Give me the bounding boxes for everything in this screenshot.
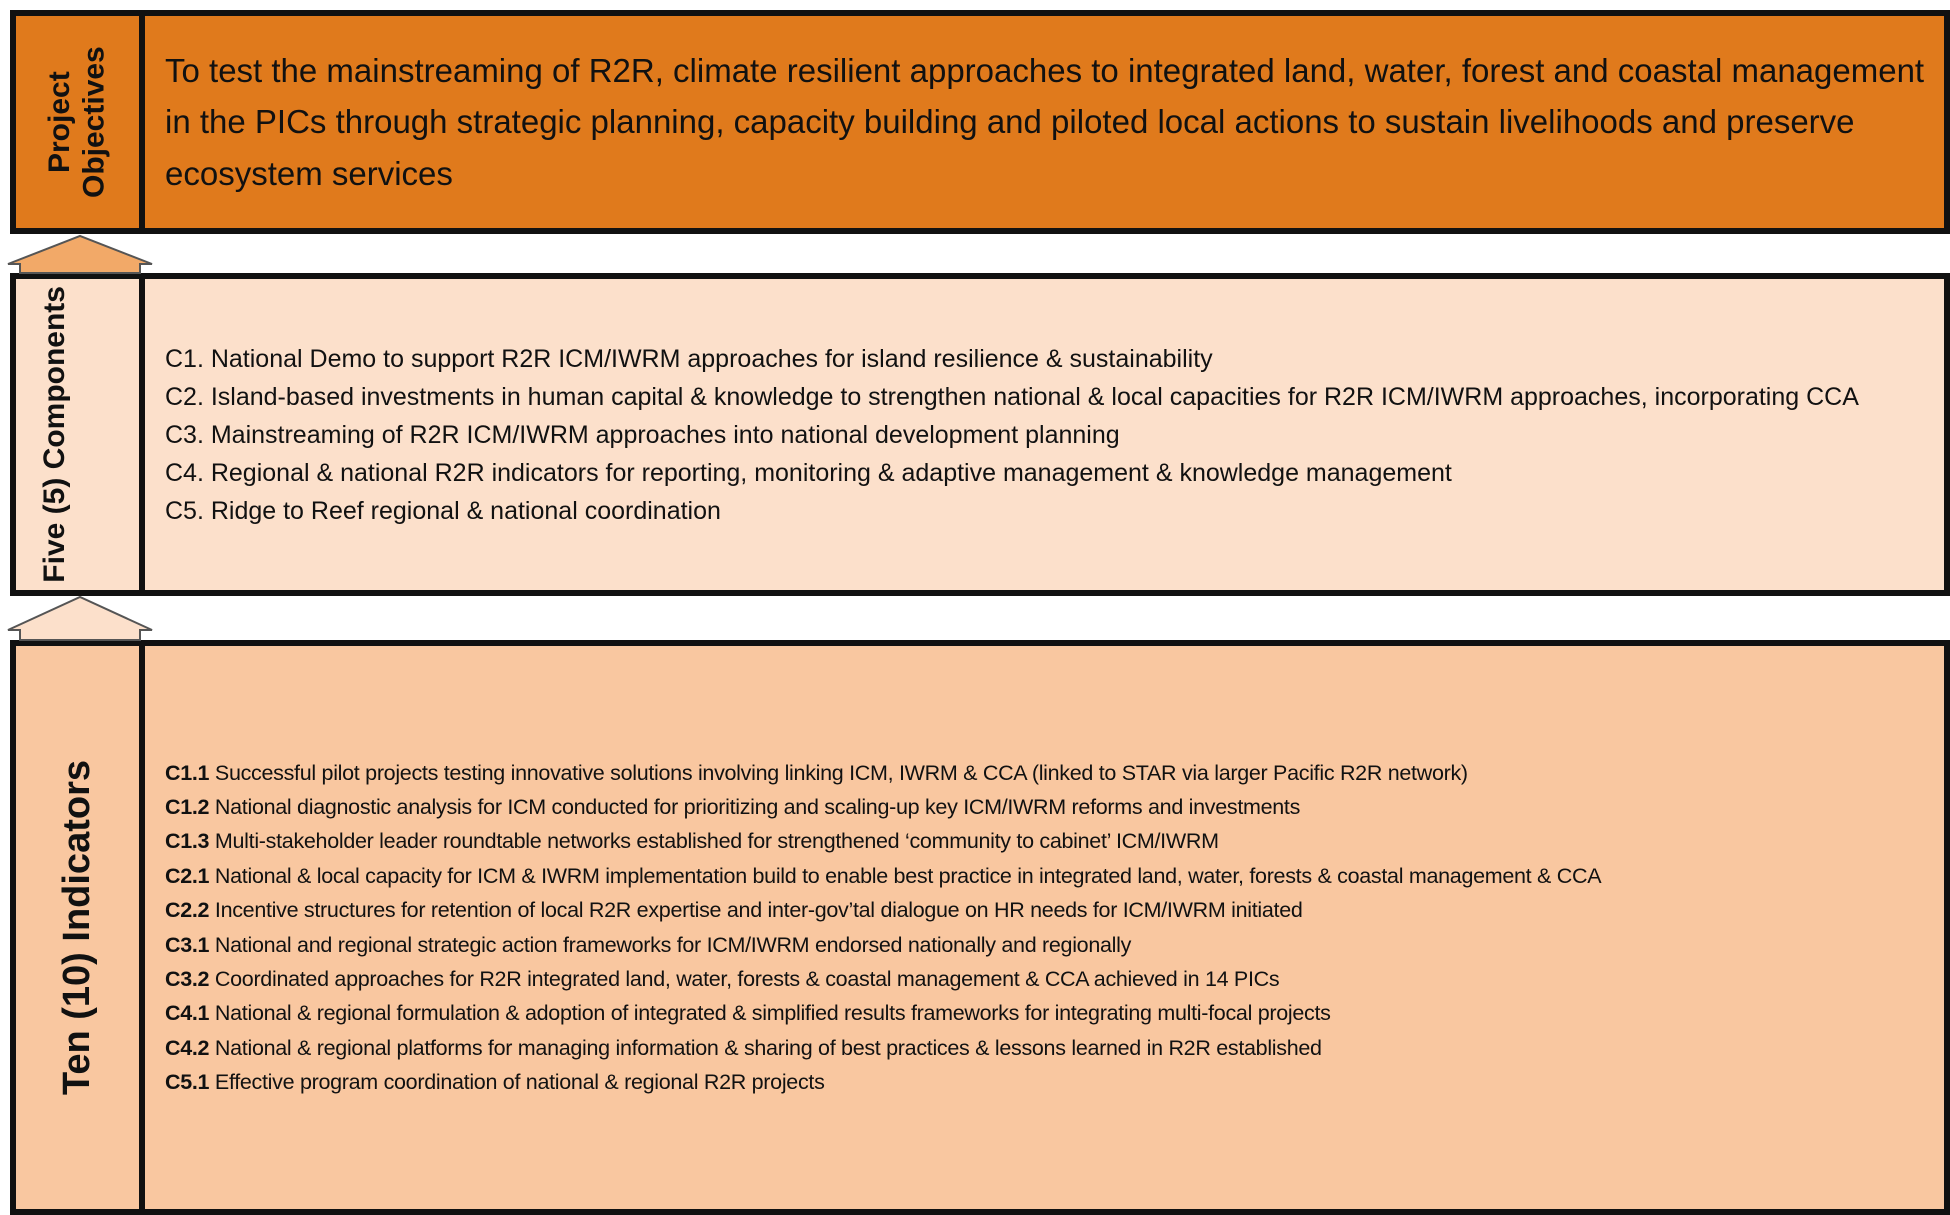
objectives-label: Project Objectives	[43, 46, 111, 198]
indicator-item: C5.1 Effective program coordination of n…	[165, 1065, 1932, 1099]
indicators-box: C1.1 Successful pilot projects testing i…	[139, 640, 1950, 1215]
indicator-text: Multi-stakeholder leader roundtable netw…	[214, 829, 1219, 854]
arrow-up	[7, 234, 153, 274]
indicator-item: C2.1 National & local capacity for ICM &…	[165, 859, 1932, 893]
indicator-code: C4.1	[165, 1001, 210, 1026]
indicator-code: C5.1	[165, 1070, 210, 1095]
indicator-text: National diagnostic analysis for ICM con…	[214, 794, 1301, 819]
indicator-code: C1.3	[165, 829, 210, 854]
objectives-text: To test the mainstreaming of R2R, climat…	[165, 52, 1925, 192]
indicator-item: C1.3 Multi-stakeholder leader roundtable…	[165, 824, 1932, 858]
indicator-item: C3.1 National and regional strategic act…	[165, 928, 1932, 962]
indicator-text: National & regional platforms for managi…	[214, 1035, 1322, 1060]
components-label: Five (5) Components	[37, 286, 71, 583]
component-item: C3. Mainstreaming of R2R ICM/IWRM approa…	[165, 420, 1120, 449]
indicator-code: C3.2	[165, 966, 210, 991]
component-item: C2. Island-based investments in human ca…	[165, 382, 1859, 411]
component-item: C5. Ridge to Reef regional & national co…	[165, 496, 721, 525]
indicator-text: National & regional formulation & adopti…	[214, 1001, 1331, 1026]
indicator-text: National and regional strategic action f…	[214, 932, 1132, 957]
indicator-item: C4.2 National & regional platforms for m…	[165, 1031, 1932, 1065]
indicator-text: Effective program coordination of nation…	[214, 1070, 825, 1095]
indicator-item: C2.2 Incentive structures for retention …	[165, 893, 1932, 927]
indicator-text: National & local capacity for ICM & IWRM…	[214, 863, 1602, 888]
indicator-text: Incentive structures for retention of lo…	[214, 898, 1303, 923]
objectives-label-box: Project Objectives	[10, 10, 145, 234]
indicator-code: C2.2	[165, 898, 210, 923]
component-item: C1. National Demo to support R2R ICM/IWR…	[165, 344, 1213, 373]
components-box: C1. National Demo to support R2R ICM/IWR…	[139, 273, 1950, 596]
indicator-text: Coordinated approaches for R2R integrate…	[214, 966, 1280, 991]
indicators-label: Ten (10) Indicators	[56, 759, 98, 1096]
indicator-item: C4.1 National & regional formulation & a…	[165, 996, 1932, 1030]
arrow-up	[7, 595, 153, 641]
indicator-code: C1.1	[165, 760, 210, 785]
objectives-box: To test the mainstreaming of R2R, climat…	[139, 10, 1950, 234]
components-label-box: Five (5) Components	[10, 273, 145, 596]
indicator-text: Successful pilot projects testing innova…	[214, 760, 1468, 785]
indicator-code: C3.1	[165, 932, 210, 957]
indicator-code: C1.2	[165, 794, 210, 819]
component-item: C4. Regional & national R2R indicators f…	[165, 458, 1452, 487]
indicator-item: C1.1 Successful pilot projects testing i…	[165, 756, 1932, 790]
indicator-item: C3.2 Coordinated approaches for R2R inte…	[165, 962, 1932, 996]
indicator-code: C4.2	[165, 1035, 210, 1060]
indicators-label-box: Ten (10) Indicators	[10, 640, 145, 1215]
indicator-code: C2.1	[165, 863, 210, 888]
indicator-item: C1.2 National diagnostic analysis for IC…	[165, 790, 1932, 824]
